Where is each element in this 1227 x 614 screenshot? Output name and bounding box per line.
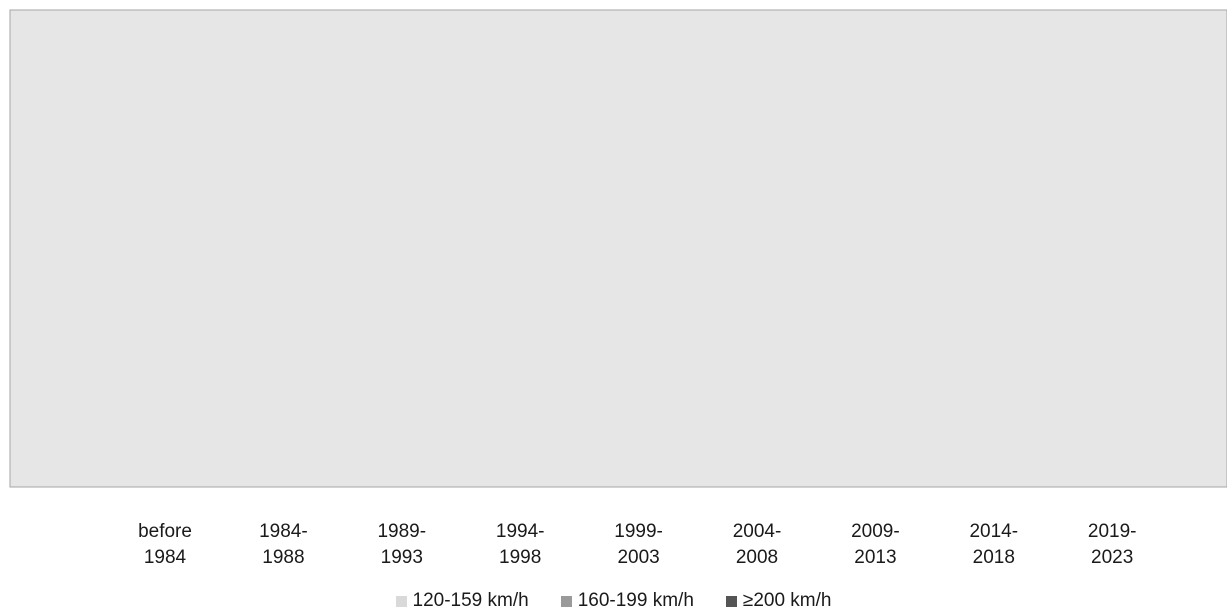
legend-item-1: 120-159 km/h bbox=[395, 588, 529, 614]
legend-label-3: ≥200 km/h bbox=[742, 590, 832, 611]
x-tick-label-9: 2019-2023 bbox=[1088, 521, 1137, 568]
x-tick-label-6: 2004-2008 bbox=[733, 521, 782, 568]
chart: before 1984 1984-1988 1989-1993 1994-1998 199… bbox=[9, 9, 1227, 568]
legend-swatch-1 bbox=[395, 595, 407, 607]
x-axis-ticks: before 1984 1984-1988 1989-1993 1994-1998 199… bbox=[138, 521, 1136, 568]
x-tick-label-2: 1984-1988 bbox=[259, 521, 308, 568]
x-tick-label-7: 2009-2013 bbox=[851, 521, 900, 568]
legend-swatch-3 bbox=[725, 595, 737, 607]
x-tick-label-5: 1999-2003 bbox=[614, 521, 663, 568]
x-tick-label-1: before 1984 bbox=[138, 521, 192, 568]
x-tick-label-3: 1989-1993 bbox=[377, 521, 426, 568]
legend-swatch-2 bbox=[560, 595, 572, 607]
x-tick-label-4: 1994-1998 bbox=[496, 521, 545, 568]
legend-label-2: 160-199 km/h bbox=[577, 590, 694, 611]
legend-item-3: ≥200 km/h bbox=[725, 588, 832, 614]
legend-item-2: 160-199 km/h bbox=[560, 588, 694, 614]
legend-label-1: 120-159 km/h bbox=[412, 590, 529, 611]
plot-area bbox=[9, 9, 1227, 488]
legend: 120-159 km/h 160-199 km/h ≥200 km/h bbox=[0, 588, 1227, 614]
x-tick-label-8: 2014-2018 bbox=[969, 521, 1018, 568]
